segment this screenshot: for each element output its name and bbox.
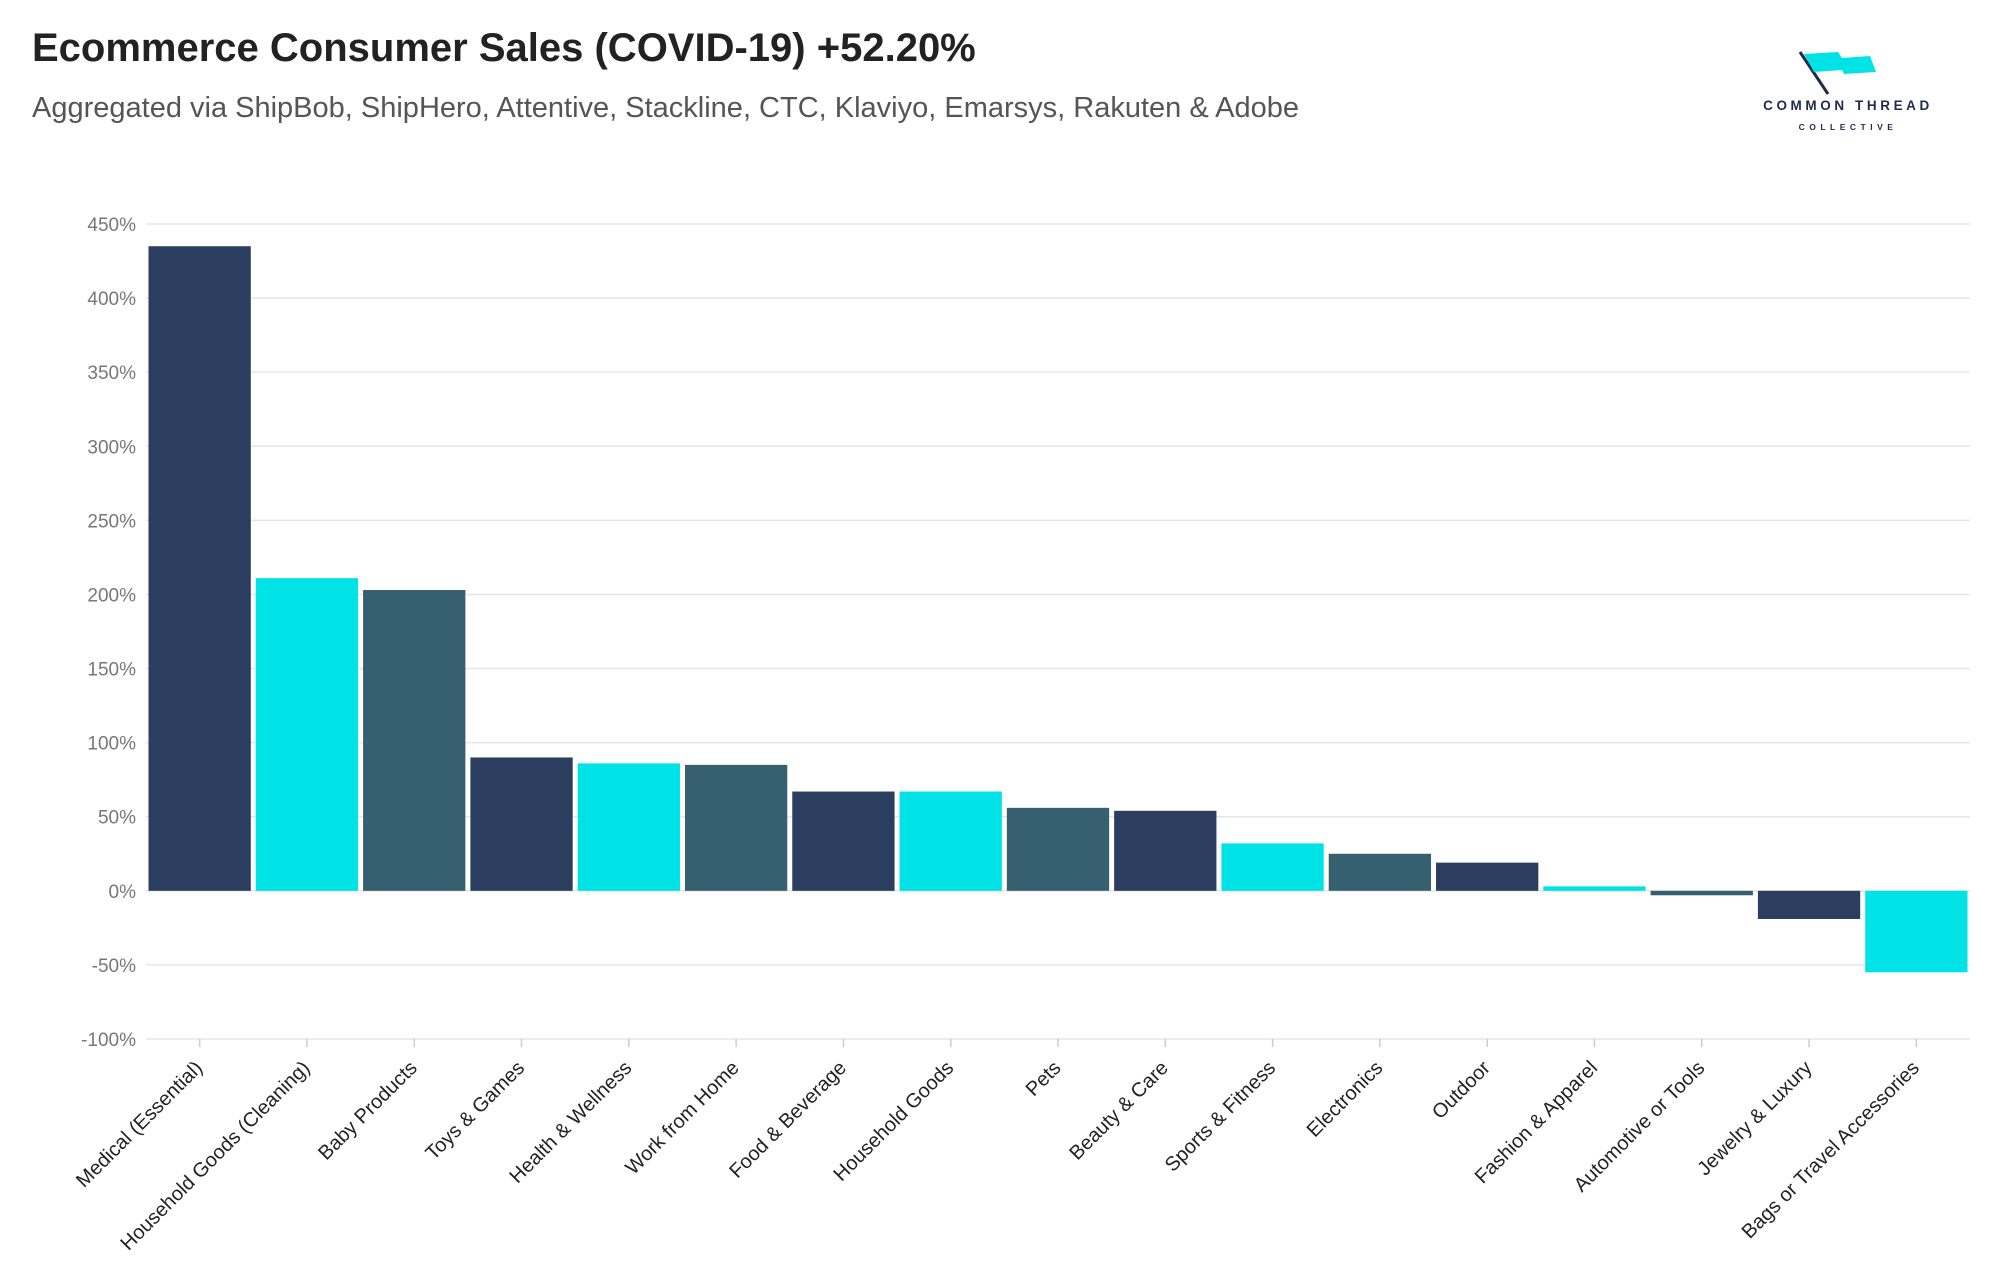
bar xyxy=(1221,843,1324,891)
bar xyxy=(899,791,1002,891)
x-tick-label: Jewelry & Luxury xyxy=(1693,1057,1816,1180)
bar xyxy=(1114,810,1217,891)
y-tick-label: 300% xyxy=(87,437,136,458)
y-tick-label: 0% xyxy=(109,882,137,903)
x-tick-label: Sports & Fitness xyxy=(1161,1057,1280,1176)
x-tick-label: Work from Home xyxy=(621,1057,743,1179)
chart-title: Ecommerce Consumer Sales (COVID-19) +52.… xyxy=(32,26,976,70)
bar xyxy=(1865,890,1968,973)
x-tick-label: Health & Wellness xyxy=(506,1057,637,1188)
y-tick-label: 350% xyxy=(87,363,136,384)
y-tick-label: -100% xyxy=(81,1030,136,1051)
x-tick-label: Outdoor xyxy=(1428,1057,1495,1124)
x-axis-labels: Medical (Essential)Household Goods (Clea… xyxy=(72,1057,1924,1255)
x-tick-label: Baby Products xyxy=(314,1057,422,1165)
y-tick-label: 100% xyxy=(87,734,136,755)
y-tick-label: 150% xyxy=(87,660,136,681)
bars xyxy=(148,246,1968,973)
y-tick-label: 200% xyxy=(87,585,136,606)
bar xyxy=(1006,807,1110,891)
bar xyxy=(148,246,251,891)
chart-subtitle: Aggregated via ShipBob, ShipHero, Attent… xyxy=(32,92,1299,124)
logo-wordmark: COMMON THREAD xyxy=(1763,98,1933,113)
brand-logo: COMMON THREAD COLLECTIVE xyxy=(1748,50,1948,142)
y-tick-label: 50% xyxy=(98,808,136,829)
x-tick-label: Bags or Travel Accessories xyxy=(1738,1057,1924,1243)
x-tick-label: Food & Beverage xyxy=(725,1057,851,1183)
y-tick-label: 450% xyxy=(87,215,136,236)
bar xyxy=(792,791,895,891)
x-axis-ticks xyxy=(198,1039,1918,1047)
y-tick-label: -50% xyxy=(92,956,136,977)
bar xyxy=(684,764,788,891)
gridlines xyxy=(146,223,1970,1040)
bar xyxy=(1650,890,1753,896)
bar xyxy=(577,763,680,891)
bar xyxy=(1543,886,1646,891)
y-tick-label: 250% xyxy=(87,511,136,532)
bar xyxy=(1436,862,1539,891)
x-tick-label: Electronics xyxy=(1303,1057,1388,1142)
x-tick-label: Pets xyxy=(1022,1057,1066,1101)
bar xyxy=(255,578,359,891)
bar xyxy=(470,757,573,891)
y-tick-label: 400% xyxy=(87,289,136,310)
y-axis-ticks: 450% 400% 350% 300% 250% 200% 150% 100% 50% 0% -50… xyxy=(81,215,136,1051)
bar xyxy=(1328,853,1432,891)
x-tick-label: Beauty & Care xyxy=(1065,1057,1173,1165)
logo-tagline: COLLECTIVE xyxy=(1798,122,1898,132)
bar xyxy=(1757,890,1861,919)
x-tick-label: Household Goods (Cleaning) xyxy=(117,1057,315,1255)
flag-icon xyxy=(1798,51,1876,95)
x-tick-label: Toys & Games xyxy=(422,1057,530,1165)
x-tick-label: Household Goods xyxy=(829,1057,958,1186)
bar xyxy=(363,590,466,891)
